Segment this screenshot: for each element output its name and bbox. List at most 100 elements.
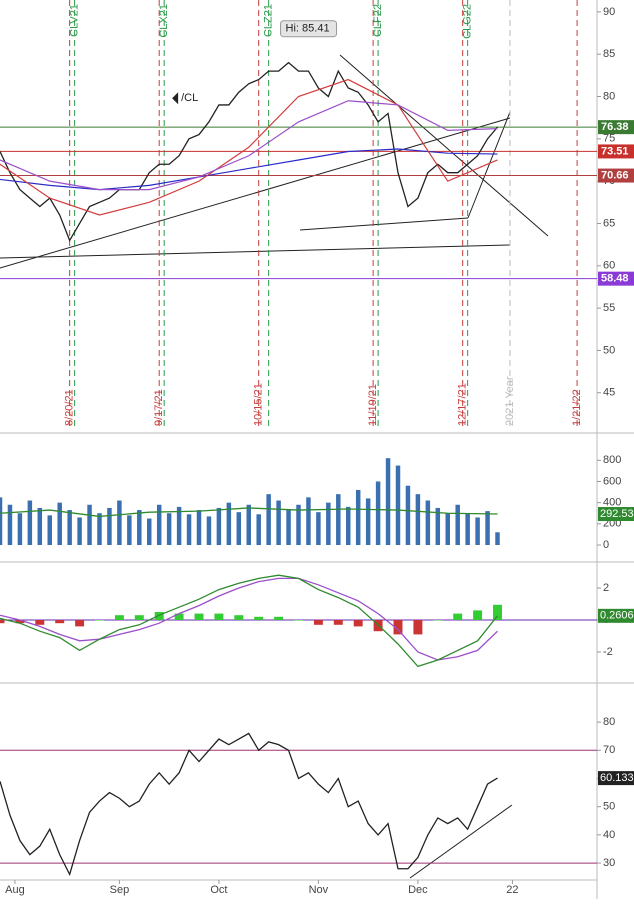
bar — [134, 615, 144, 620]
bar — [47, 515, 52, 545]
bar — [137, 510, 142, 545]
bar — [0, 497, 3, 545]
bar — [453, 613, 463, 620]
bar — [256, 514, 261, 545]
bar — [114, 615, 124, 620]
bar — [166, 513, 172, 545]
bar — [117, 500, 122, 545]
level-tag — [598, 144, 634, 159]
event-label: 12/17/21 — [457, 383, 469, 426]
bar — [194, 613, 204, 620]
bar — [234, 615, 244, 620]
series-line — [0, 577, 498, 661]
bar — [385, 458, 391, 545]
bar — [375, 481, 381, 545]
bar — [186, 514, 192, 545]
bar — [355, 489, 361, 545]
value-tag-label: 0.2606 — [600, 610, 634, 622]
bar — [17, 513, 23, 545]
bar — [127, 515, 132, 545]
y-tick-label: 80 — [603, 90, 615, 102]
level-tag — [598, 271, 634, 286]
y-tick-label: 50 — [603, 344, 615, 356]
y-tick-label: 45 — [603, 387, 615, 399]
bar — [107, 507, 112, 545]
event-label: 10/15/21 — [253, 383, 265, 426]
y-tick-label: 90 — [603, 6, 615, 18]
bar — [97, 513, 102, 545]
bar — [35, 620, 45, 625]
event-label: 2021 Year — [504, 376, 516, 426]
bar — [77, 517, 82, 545]
bar — [294, 620, 303, 621]
bar — [435, 507, 441, 545]
x-tick-label: Aug — [5, 884, 25, 896]
bar — [266, 494, 271, 545]
bar — [67, 510, 72, 545]
value-tag — [598, 771, 634, 786]
bar — [475, 517, 480, 545]
bar — [365, 498, 371, 545]
bar — [37, 507, 43, 545]
bar — [7, 504, 13, 545]
bar — [485, 511, 490, 545]
series-line — [0, 61, 498, 242]
bar — [425, 500, 431, 545]
y-tick-label: 30 — [603, 857, 615, 869]
bar — [296, 504, 301, 545]
bar — [154, 612, 164, 620]
bar — [206, 516, 212, 545]
series-line — [0, 100, 498, 191]
bar — [226, 502, 232, 545]
bar — [27, 500, 33, 545]
y-tick-label: 80 — [603, 716, 615, 728]
bar — [15, 620, 25, 624]
y-tick-label: 50 — [603, 801, 615, 813]
event-label: CLZ21 — [263, 4, 275, 37]
y-tick-label: 75 — [603, 133, 615, 145]
x-tick-label: Sep — [110, 884, 130, 896]
level-tag-label: 70.66 — [601, 169, 629, 181]
bar — [274, 616, 284, 620]
bar — [236, 512, 242, 545]
bar — [413, 620, 423, 635]
bar — [415, 494, 421, 545]
bar — [174, 613, 184, 620]
event-label: CLF22 — [372, 4, 384, 37]
bar — [214, 613, 224, 620]
value-tag — [598, 608, 634, 623]
bar — [465, 513, 470, 545]
y-tick-label: 85 — [603, 48, 615, 60]
bar — [156, 504, 162, 545]
bar — [495, 532, 500, 545]
bar — [445, 513, 450, 545]
y-tick-label: 2 — [603, 582, 609, 594]
bar — [306, 497, 311, 545]
bar — [336, 494, 341, 545]
value-tag-label: 292.53 — [600, 508, 634, 520]
bar — [433, 620, 443, 621]
x-tick-label: Dec — [408, 884, 428, 896]
bar — [493, 604, 502, 620]
bar — [57, 502, 62, 545]
level-tag — [598, 168, 634, 183]
bar — [393, 620, 403, 635]
bar — [346, 506, 351, 545]
bar — [176, 506, 182, 545]
annotation-box — [280, 20, 338, 38]
bar — [353, 620, 363, 627]
bar — [473, 610, 483, 620]
x-tick-label: Oct — [210, 884, 227, 896]
bar — [405, 485, 411, 545]
value-tag — [598, 507, 634, 522]
x-tick-label: Nov — [309, 884, 329, 896]
series-line — [0, 732, 498, 877]
bar — [395, 465, 401, 545]
y-tick-label: 0 — [603, 539, 609, 551]
x-tick-label: 22 — [506, 884, 518, 896]
annotation: /CL — [181, 92, 198, 104]
series-line — [0, 507, 498, 518]
y-tick-label: 65 — [603, 217, 615, 229]
